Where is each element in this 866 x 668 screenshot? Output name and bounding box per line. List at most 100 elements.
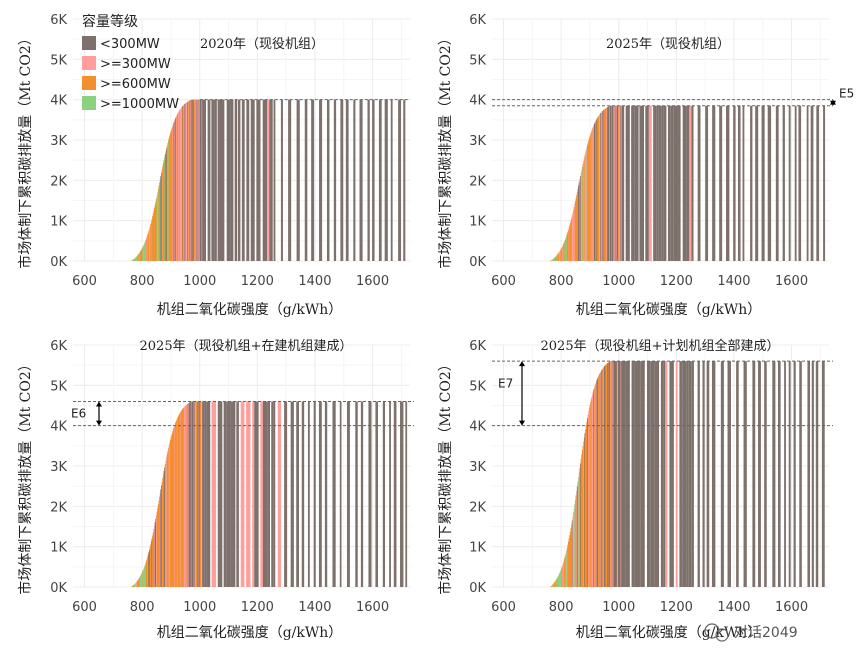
data-bar [616,361,618,587]
data-bar [250,99,255,262]
data-bar [559,250,561,261]
data-bar [138,253,140,261]
x-tick-label: 1000 [183,274,216,289]
legend-swatch [82,36,96,50]
data-bar [190,99,192,261]
data-bar [608,362,610,587]
data-bar [583,158,585,261]
data-bar [405,401,408,587]
data-bar [597,117,599,261]
data-bar [148,228,151,261]
data-bar [578,182,580,261]
data-bar [569,225,571,261]
data-bar [326,99,330,262]
data-bar [187,403,189,587]
data-bar [202,401,205,587]
data-bar [200,401,202,587]
data-bar [578,472,580,587]
data-bar [580,458,582,587]
data-bar [583,437,585,587]
data-bar [189,100,191,261]
data-bar [198,401,200,587]
annotation: E6 [71,400,414,427]
data-bar [137,254,139,261]
data-bar [588,408,590,587]
data-bar [663,105,667,261]
data-bar [155,201,157,261]
data-bar [400,401,404,587]
data-bar [579,179,581,261]
data-bar [580,463,582,587]
data-bar [206,401,211,587]
data-bar [138,578,140,587]
x-tick-label: 1400 [298,274,331,289]
data-bar [558,252,560,261]
data-bar [600,112,602,261]
data-bar [191,401,193,587]
data-bar [611,105,613,261]
data-bar [241,99,245,262]
data-bar [174,118,176,261]
data-bar [660,361,664,587]
data-bar [554,581,556,587]
data-bar [799,361,802,587]
data-bar [172,430,174,587]
data-bar [653,105,657,261]
data-bar [566,233,568,261]
data-bar [586,418,589,587]
data-bar [566,547,568,587]
data-bar [398,99,402,262]
data-bar [162,474,164,587]
data-bar [141,573,143,587]
data-bar [559,251,561,261]
chart-panel: E5 0K 1K 2K 3K 4K 5K 6K 600 800 1000 1200 1400 1600 机组… [437,13,854,318]
data-bar [164,467,166,587]
data-bar [609,361,611,587]
data-bar [179,413,181,587]
data-bar [199,99,201,262]
data-bar [569,531,571,587]
data-bar [697,105,701,261]
data-bar [188,403,190,587]
data-bar [390,99,393,262]
data-bar [706,361,710,587]
data-bar [584,433,586,587]
data-bar [176,419,178,587]
data-bar [319,99,323,262]
x-tick-label: 800 [549,274,574,289]
data-bar [634,105,639,261]
data-bar [171,435,173,587]
data-bar [142,246,144,261]
data-bar [202,99,206,262]
data-bar [619,105,621,261]
data-bar [631,361,635,587]
data-bar [752,361,756,587]
data-bar [593,123,595,261]
data-bar [758,361,761,587]
data-bar [340,99,344,262]
data-bar [153,529,155,587]
data-bar [194,401,196,587]
data-bar [201,99,203,262]
data-bar [637,361,641,587]
data-bar [154,522,156,587]
data-bar [606,363,608,587]
x-tick-label: 600 [72,600,97,615]
data-bar [682,361,687,587]
data-bar [578,477,580,587]
legend-swatch [82,96,96,110]
data-bar [192,401,194,587]
data-bar [181,410,183,587]
data-bar [230,99,234,262]
data-bar [609,105,611,261]
data-bar [260,401,263,587]
data-bar [689,105,692,261]
x-tick-label: 1400 [298,600,331,615]
data-bar [612,105,615,261]
legend-title: 容量等级 [82,13,138,30]
data-bar [667,105,671,261]
data-bar [318,401,322,587]
data-bar [155,198,157,261]
data-bar [575,495,577,587]
data-bar [143,243,145,261]
